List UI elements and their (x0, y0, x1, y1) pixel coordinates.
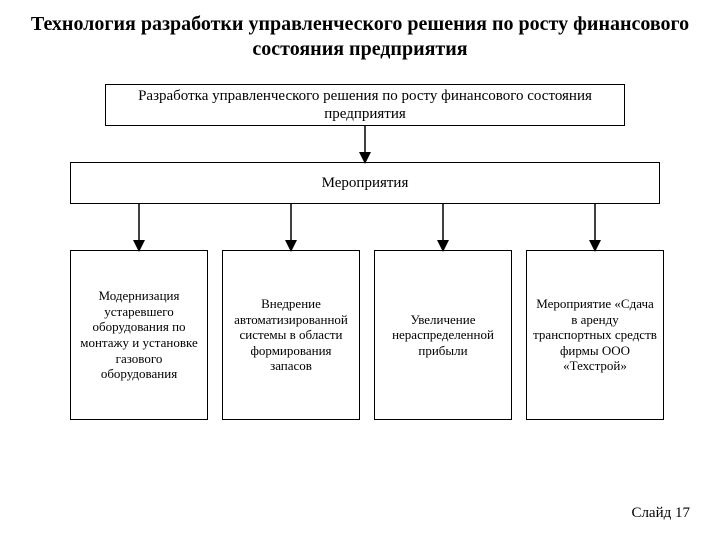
activity-text-0: Модернизация устаревшего оборудования по… (77, 288, 201, 382)
box-top-text: Разработка управленческого решения по ро… (110, 87, 620, 123)
box-activities: Мероприятия (70, 162, 660, 204)
activity-text-1: Внедрение автоматизированной системы в о… (229, 296, 353, 374)
activity-box-2: Увеличение нераспределенной прибыли (374, 250, 512, 420)
box-activities-text: Мероприятия (322, 174, 409, 192)
activity-text-3: Мероприятие «Сдача в аренду транспортных… (533, 296, 657, 374)
box-top: Разработка управленческого решения по ро… (105, 84, 625, 126)
activity-text-2: Увеличение нераспределенной прибыли (381, 312, 505, 359)
slide-title: Технология разработки управленческого ре… (0, 12, 720, 62)
activity-box-0: Модернизация устаревшего оборудования по… (70, 250, 208, 420)
activity-box-3: Мероприятие «Сдача в аренду транспортных… (526, 250, 664, 420)
activity-box-1: Внедрение автоматизированной системы в о… (222, 250, 360, 420)
slide-number: Слайд 17 (631, 505, 690, 522)
